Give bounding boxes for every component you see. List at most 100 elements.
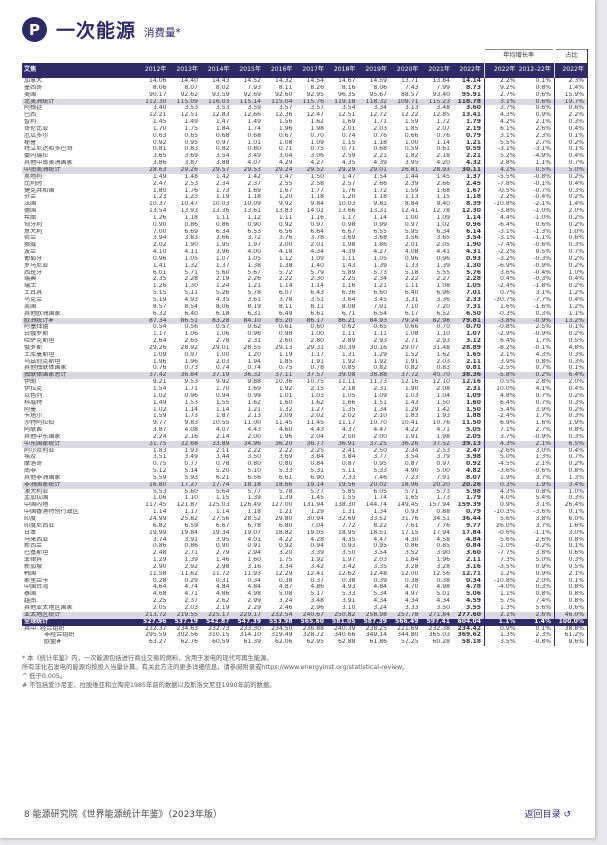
value-cell: 4.10 xyxy=(152,249,167,256)
back-to-toc-link[interactable]: 返回目录 ↺ xyxy=(524,810,571,820)
value-cell: 0.95 xyxy=(373,543,387,550)
value-cell: 32.69 xyxy=(338,516,356,522)
row-label: 罗马尼亚 xyxy=(24,262,49,269)
table-row: 非洲国家统计 16.80 17.27 17.74 18.18 18.66 19.14 19.5… xyxy=(22,481,588,489)
growth-cell: -0.9% xyxy=(533,262,551,269)
value-cell: 1.11 xyxy=(278,214,293,221)
value-cell: 232.38 xyxy=(428,625,450,632)
growth-cell: 5.6% xyxy=(535,604,551,611)
value-cell: 3.54 xyxy=(465,235,481,242)
table-row: 葡萄牙 0.96 1.05 1.07 1.05 1.12 1.09 1.11 1.05 0.96 0… xyxy=(22,255,588,263)
value-cell: 7.91 xyxy=(373,303,387,310)
share-cell: 0.5% xyxy=(554,563,588,571)
value-cell: 0.86 xyxy=(404,543,419,550)
row-label: 欧盟# xyxy=(44,639,62,646)
growth-cell: 3.6% xyxy=(484,269,519,277)
value-cell: 8.06 xyxy=(373,84,387,91)
value-cell: 1.54 xyxy=(373,173,387,180)
value-cell: 2.71 xyxy=(184,550,198,557)
value-cell: 1.71 xyxy=(373,119,387,126)
growth-cell: -2.2% xyxy=(484,249,519,256)
row-label: 全球统计 xyxy=(22,618,138,626)
value-cell: 6.90 xyxy=(310,474,324,481)
value-cell: 0.79 xyxy=(465,132,481,139)
growth-cell: -0.5% xyxy=(484,187,519,195)
table-row: 阿塞拜疆 0.54 0.56 0.57 0.62 0.61 0.60 0.62 0.65 0.66… xyxy=(22,324,588,332)
value-cell: 2.57 xyxy=(341,180,356,187)
value-cell: 2.19 xyxy=(215,604,230,611)
value-cell: 12.56 xyxy=(432,570,450,577)
value-cell: 221.69 xyxy=(397,625,419,632)
value-cell: 0.34 xyxy=(465,577,481,584)
growth-cell: -3.2% xyxy=(484,255,519,263)
value-cell: 3.54 xyxy=(215,153,230,160)
table-row: 中国台湾 4.64 4.74 4.84 4.84 4.87 4.86 4.93 4.84 4.70… xyxy=(22,584,588,592)
value-cell: 36.32 xyxy=(232,372,264,380)
share-cell: 0.1% xyxy=(554,324,588,332)
value-cell: 2.25 xyxy=(152,598,167,605)
value-cell: 5.34 xyxy=(373,591,387,598)
value-cell: 149.45 xyxy=(397,502,419,509)
value-cell: 2.05 xyxy=(465,433,481,440)
value-cell: 115.14 xyxy=(232,98,264,106)
value-cell: 1.08 xyxy=(404,331,419,338)
value-cell: 1.65 xyxy=(404,495,419,502)
value-cell: 2.08 xyxy=(436,385,450,392)
value-cell: 1.62 xyxy=(247,399,261,406)
row-label: 新加坡 xyxy=(24,563,43,570)
value-cell: 1.12 xyxy=(278,255,293,262)
value-cell: 0.96 xyxy=(404,255,419,262)
growth-cell: -1.1% xyxy=(533,235,551,242)
value-cell: 14.06 xyxy=(149,78,167,84)
row-label: 欧洲统计# xyxy=(22,317,138,325)
value-cell: 2.03 xyxy=(184,604,198,611)
share-cell: 1.0% xyxy=(554,269,588,277)
value-cell: 117.45 xyxy=(145,502,167,509)
table-row: 英国 8.57 8.54 8.06 8.19 8.11 8.11 8.08 7.91 7.10 7.… xyxy=(22,303,588,311)
share-cell: 0.1% xyxy=(554,132,588,140)
table-row: 南非 5.12 5.14 5.20 5.10 5.33 5.31 5.11 5.33 4.90 5.… xyxy=(22,468,588,475)
value-cell: 1.29 xyxy=(404,406,419,413)
value-cell: 236.88 xyxy=(302,625,324,632)
share-cell: 0.4% xyxy=(554,180,588,188)
table-row: 卡塔尔 1.59 1.73 1.87 2.13 2.09 2.02 2.02 2.10 1.83 1… xyxy=(22,413,588,421)
value-cell: 6.55 xyxy=(373,228,387,235)
value-cell: 62.06 xyxy=(275,639,293,646)
value-cell: 4.60 xyxy=(278,427,293,434)
value-cell: 2.15 xyxy=(310,385,324,392)
value-cell: 3.49 xyxy=(184,454,198,461)
value-cell: 232.73 xyxy=(208,625,230,632)
value-cell: 2.02 xyxy=(152,242,167,249)
value-cell: 0.96 xyxy=(152,255,167,262)
growth-cell: 4.4% xyxy=(484,214,519,222)
share-cell: 15.9% xyxy=(554,91,588,99)
value-cell: 131.94 xyxy=(302,502,324,509)
value-cell: 4.64 xyxy=(152,584,167,591)
value-cell: 2.19 xyxy=(465,125,481,132)
value-cell: 1.18 xyxy=(184,214,198,221)
row-label: 伊朗 xyxy=(24,379,37,386)
growth-cell: 4.0% xyxy=(484,495,519,503)
value-cell: 0.76 xyxy=(436,132,450,139)
value-cell: 6.67 xyxy=(341,228,356,235)
value-cell: 4.98 xyxy=(436,584,450,591)
value-cell: 0.92 xyxy=(278,221,293,228)
value-cell: 60.59 xyxy=(212,639,230,646)
value-cell: 17.15 xyxy=(401,529,419,536)
growth-cell: 3.7% xyxy=(535,474,551,481)
share-cell: 0.7% xyxy=(554,454,588,462)
growth-cell: -0.7% xyxy=(533,187,551,194)
growth-cell: 0.5% xyxy=(518,166,555,174)
value-cell: 3.88 xyxy=(215,160,230,167)
value-cell: 6.50 xyxy=(465,310,481,317)
value-cell: 1.14 xyxy=(184,406,198,413)
value-cell: 8.26 xyxy=(310,84,324,91)
growth-cell: -4.0% xyxy=(484,584,519,592)
growth-cell: 1.1% xyxy=(484,591,519,599)
value-cell: 0.38 xyxy=(404,577,419,584)
growth-cell: -3.1% xyxy=(484,146,519,154)
share-cell: 100.0% xyxy=(554,618,588,626)
row-label: 埃及 xyxy=(24,454,37,461)
value-cell: 2.03 xyxy=(436,358,450,365)
value-cell: 2.34 xyxy=(404,447,419,454)
